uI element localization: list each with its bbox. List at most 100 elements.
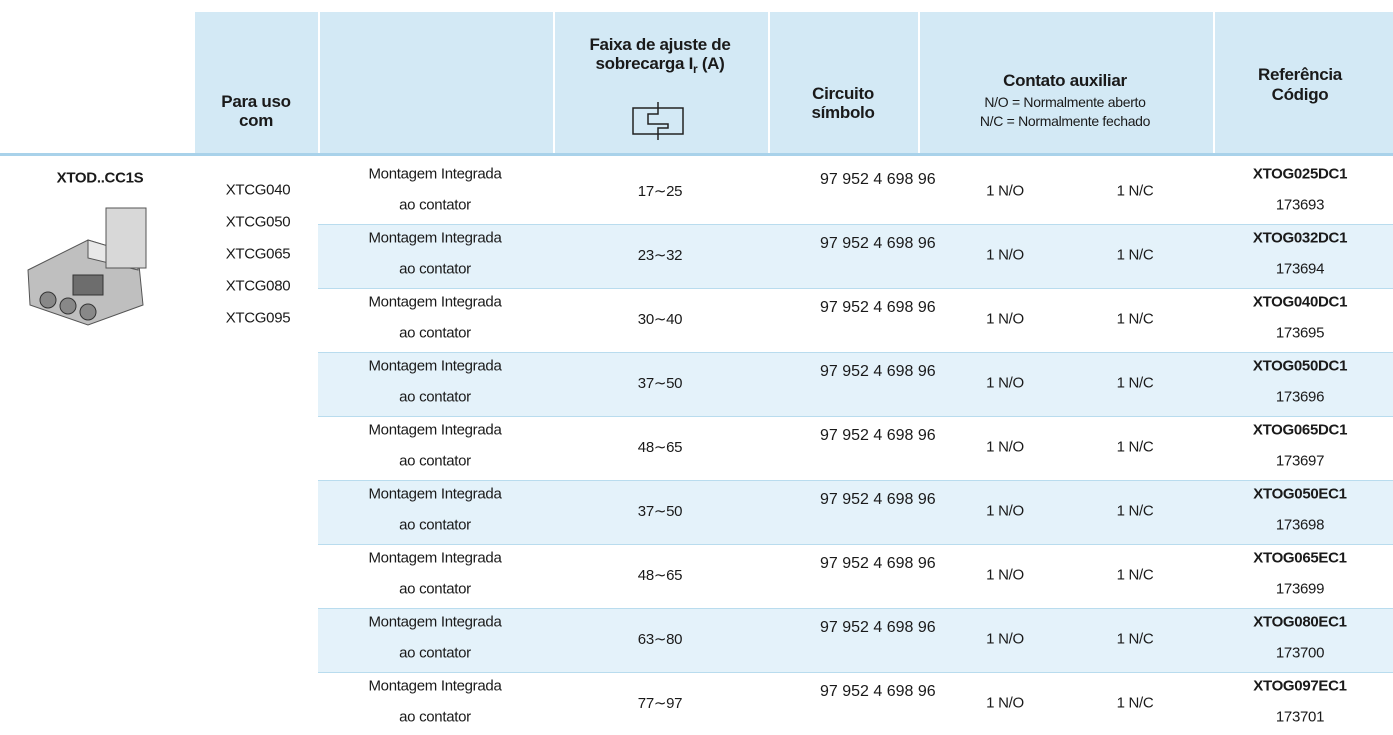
aux-contact-no: 1 N/O	[986, 631, 1024, 648]
symbol-label: 98 96	[896, 171, 936, 188]
row-divider	[318, 480, 1393, 481]
setting-range: 63∼80	[638, 630, 682, 648]
setting-range: 17∼25	[638, 182, 682, 200]
setting-range: 37∼50	[638, 374, 682, 392]
header-divider	[768, 12, 770, 153]
mounting-text: ao contator	[399, 389, 471, 406]
mounting-text: ao contator	[399, 453, 471, 470]
code: 173701	[1276, 709, 1324, 726]
symbol-label: 2 4 6	[860, 235, 896, 252]
code: 173696	[1276, 389, 1324, 406]
row-divider	[318, 224, 1393, 225]
reference: XTOG050DC1	[1253, 358, 1347, 375]
aux-contact-nc: 1 N/C	[1117, 567, 1154, 584]
header-text: sobrecarga I	[595, 54, 693, 73]
setting-range: 30∼40	[638, 310, 682, 328]
symbol-label: 98 96	[896, 427, 936, 444]
code: 173693	[1276, 197, 1324, 214]
symbol-label: 98 96	[896, 235, 936, 252]
header-text: sobrecarga Ir (A)	[595, 54, 724, 76]
product-table: Para usocomFaixa de ajuste desobrecarga …	[0, 0, 1393, 735]
header-divider	[1213, 12, 1215, 153]
code: 173699	[1276, 581, 1324, 598]
symbol-label: 97 95	[820, 491, 860, 508]
reference: XTOG065EC1	[1253, 550, 1346, 567]
mounting-text: ao contator	[399, 581, 471, 598]
aux-contact-no: 1 N/O	[986, 503, 1024, 520]
aux-contact-no: 1 N/O	[986, 311, 1024, 328]
circuit-symbol: 97 952 4 698 96	[820, 555, 936, 573]
reference: XTOG025DC1	[1253, 166, 1347, 183]
circuit-symbol: 97 952 4 698 96	[820, 683, 936, 701]
aux-contact-nc: 1 N/C	[1117, 695, 1154, 712]
circuit-symbol: 97 952 4 698 96	[820, 619, 936, 637]
mounting-text: ao contator	[399, 325, 471, 342]
header-divider	[318, 12, 320, 153]
setting-range: 77∼97	[638, 694, 682, 712]
circuit-symbol: 97 952 4 698 96	[820, 171, 936, 189]
aux-contact-no: 1 N/O	[986, 375, 1024, 392]
mounting-text: ao contator	[399, 517, 471, 534]
product-name: XTOD..CC1S	[57, 170, 144, 187]
row-divider	[318, 352, 1393, 353]
mounting-text: Montagem Integrada	[368, 614, 501, 631]
reference: XTOG040DC1	[1253, 294, 1347, 311]
header-divider	[553, 12, 555, 153]
aux-contact-nc: 1 N/C	[1117, 439, 1154, 456]
header-text: Código	[1272, 85, 1329, 105]
code: 173698	[1276, 517, 1324, 534]
code: 173694	[1276, 261, 1324, 278]
row-divider	[318, 288, 1393, 289]
symbol-label: 98 96	[896, 619, 936, 636]
symbol-label: 2 4 6	[860, 683, 896, 700]
aux-contact-no: 1 N/O	[986, 695, 1024, 712]
setting-range: 48∼65	[638, 438, 682, 456]
setting-range: 48∼65	[638, 566, 682, 584]
aux-contact-nc: 1 N/C	[1117, 503, 1154, 520]
symbol-label: 2 4 6	[860, 555, 896, 572]
header-text: (A)	[702, 54, 725, 73]
header-text: Contato auxiliar	[1003, 71, 1127, 91]
aux-contact-no: 1 N/O	[986, 183, 1024, 200]
circuit-symbol: 97 952 4 698 96	[820, 363, 936, 381]
mounting-text: ao contator	[399, 197, 471, 214]
row-divider	[318, 544, 1393, 545]
symbol-label: 97 95	[820, 171, 860, 188]
product-image	[18, 200, 158, 330]
aux-contact-no: 1 N/O	[986, 247, 1024, 264]
symbol-label: 2 4 6	[860, 299, 896, 316]
header-text: símbolo	[811, 103, 874, 123]
symbol-label: 97 95	[820, 427, 860, 444]
header-rule	[0, 153, 1393, 156]
reference: XTOG065DC1	[1253, 422, 1347, 439]
circuit-symbol: 97 952 4 698 96	[820, 235, 936, 253]
reference: XTOG097EC1	[1253, 678, 1346, 695]
header-text: Para uso	[221, 92, 290, 112]
symbol-label: 2 4 6	[860, 619, 896, 636]
mounting-text: ao contator	[399, 261, 471, 278]
setting-range: 37∼50	[638, 502, 682, 520]
aux-contact-nc: 1 N/C	[1117, 311, 1154, 328]
symbol-label: 97 95	[820, 555, 860, 572]
symbol-label: 98 96	[896, 363, 936, 380]
header-text: Circuito	[812, 84, 874, 104]
header-text: com	[239, 111, 273, 131]
mounting-text: ao contator	[399, 645, 471, 662]
compatible-contactor: XTCG050	[226, 214, 291, 231]
mounting-text: Montagem Integrada	[368, 294, 501, 311]
aux-contact-nc: 1 N/C	[1117, 375, 1154, 392]
circuit-symbol: 97 952 4 698 96	[820, 427, 936, 445]
circuit-symbol: 97 952 4 698 96	[820, 491, 936, 509]
overload-symbol	[630, 100, 688, 140]
symbol-label: 97 95	[820, 363, 860, 380]
aux-contact-nc: 1 N/C	[1117, 183, 1154, 200]
mounting-text: Montagem Integrada	[368, 230, 501, 247]
reference: XTOG032DC1	[1253, 230, 1347, 247]
header-divider	[918, 12, 920, 153]
circuit-symbol: 97 952 4 698 96	[820, 299, 936, 317]
symbol-label: 2 4 6	[860, 427, 896, 444]
mounting-text: Montagem Integrada	[368, 422, 501, 439]
code: 173697	[1276, 453, 1324, 470]
setting-range: 23∼32	[638, 246, 682, 264]
mounting-text: Montagem Integrada	[368, 678, 501, 695]
